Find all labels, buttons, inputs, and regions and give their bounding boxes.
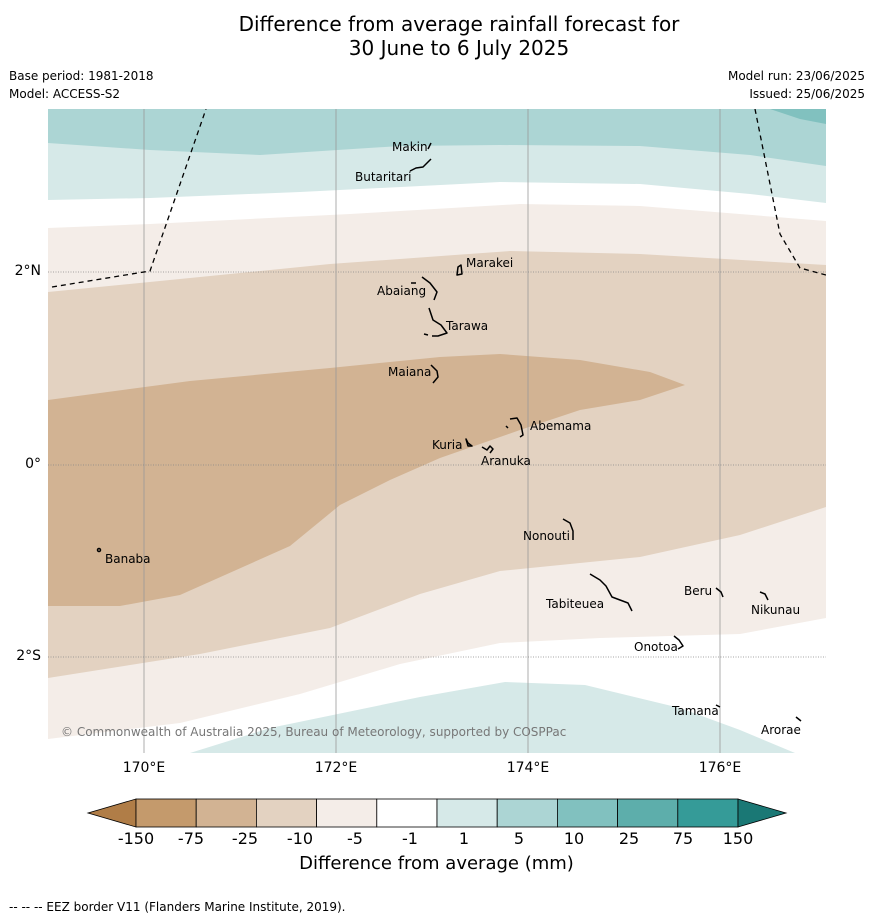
colorbar-title: Difference from average (mm) (299, 853, 574, 874)
island-label-tamana: Tamana (671, 704, 719, 718)
island-shape-onotoa (673, 635, 684, 650)
band-minus5-to-minus10 (48, 251, 826, 678)
island-label-nonouti: Nonouti (523, 529, 570, 543)
colorbar-tick-label: 150 (722, 829, 754, 848)
colorbar-tick-label: 5 (513, 829, 525, 848)
lon-label-174e: 174°E (506, 760, 550, 776)
island-shape-nonouti (562, 518, 574, 540)
eez-footnote: -- -- -- EEZ border V11 (Flanders Marine… (9, 900, 346, 914)
island-label-tabiteuea: Tabiteuea (545, 597, 604, 611)
eez-border-east (754, 109, 826, 276)
meta-right: Model run: 23/06/2025 Issued: 25/06/2025 (728, 67, 865, 103)
island-label-maiana: Maiana (388, 365, 431, 379)
band-1-to-5-south (190, 682, 795, 753)
lat-label-2n: 2°N (14, 263, 41, 279)
island-shape-arorae (795, 716, 802, 722)
island-label-banaba: Banaba (105, 552, 151, 566)
lat-label-0: 0° (25, 456, 41, 472)
base-period-text: Base period: 1981-2018 (9, 69, 154, 83)
island-shape-kuria (465, 438, 473, 447)
colorbar-tick-label: 25 (618, 829, 640, 848)
island-shape-maiana (430, 364, 439, 384)
colorbar-cell (496, 798, 558, 828)
band-5-to-10-north (48, 109, 826, 166)
island-shape-abemama (505, 417, 524, 438)
colorbar-cell (135, 798, 197, 828)
colorbar-cell (677, 798, 739, 828)
colorbar-cell (557, 798, 619, 828)
model-run-text: Model run: 23/06/2025 (727, 69, 865, 83)
colorbar-cells (135, 798, 739, 828)
title-line-1: Difference from average rainfall forecas… (238, 12, 680, 36)
island-shape-nikunau (759, 591, 769, 601)
colorbar-cell (617, 798, 679, 828)
colorbar-tick-label: -75 (177, 829, 205, 848)
island-label-tarawa: Tarawa (445, 319, 488, 333)
colorbar-tick-label: -1 (402, 829, 418, 848)
map-title: Difference from average rainfall forecas… (0, 12, 873, 60)
colorbar-cell (255, 798, 317, 828)
colorbar-tick-label: 75 (672, 829, 694, 848)
band-minus10-to-minus25 (48, 354, 685, 606)
island-shape-marakei (456, 264, 463, 276)
colorbar-tick-label: 10 (563, 829, 585, 848)
colorbar-tick-label: 1 (458, 829, 470, 848)
issued-text: Issued: 25/06/2025 (749, 87, 865, 101)
title-line-2: 30 June to 6 July 2025 (348, 36, 570, 60)
latitude-gridlines (48, 271, 826, 658)
longitude-gridlines (143, 109, 721, 753)
lon-label-172e: 172°E (314, 760, 358, 776)
colorbar-tick-label: -5 (347, 829, 363, 848)
island-label-nikunau: Nikunau (751, 603, 800, 617)
island-labels: Makin Butaritari Marakei Abaiang Tarawa … (105, 140, 801, 737)
colorbar-cell (376, 798, 438, 828)
lon-label-170e: 170°E (122, 760, 166, 776)
island-shape-beru (715, 587, 724, 598)
island-label-aranuka: Aranuka (481, 454, 531, 468)
band-10-to-25-north (770, 109, 826, 124)
island-shape-tabiteuea (589, 573, 633, 612)
island-label-abemama: Abemama (530, 419, 591, 433)
island-shape-banaba (96, 547, 102, 553)
island-label-beru: Beru (684, 584, 712, 598)
copyright-notice: © Commonwealth of Australia 2025, Bureau… (61, 725, 566, 739)
island-shape-tarawa (423, 307, 448, 337)
island-label-marakei: Marakei (466, 256, 513, 270)
colorbar-cell (316, 798, 378, 828)
colorbar-tick-label: -150 (117, 829, 155, 848)
island-shape-makin (427, 142, 432, 150)
island-label-onotoa: Onotoa (634, 640, 678, 654)
eez-borders (51, 109, 826, 288)
model-text: Model: ACCESS-S2 (9, 87, 121, 101)
island-shape-aranuka (481, 445, 494, 454)
island-shape-butaritari (409, 158, 432, 172)
colorbar-cell (195, 798, 257, 828)
colorbar-arrow-left (86, 798, 137, 828)
lon-label-176e: 176°E (698, 760, 742, 776)
island-shape-tamana (715, 704, 721, 708)
colorbar-tick-label: -10 (286, 829, 314, 848)
island-outlines (96, 142, 802, 722)
island-shape-abaiang (411, 276, 438, 301)
island-label-arorae: Arorae (761, 723, 801, 737)
colorbar (86, 798, 788, 828)
island-label-kuria: Kuria (432, 438, 463, 452)
colorbar-cell (436, 798, 498, 828)
eez-border-west (51, 109, 207, 288)
meta-left: Base period: 1981-2018 Model: ACCESS-S2 (9, 67, 154, 103)
lat-label-2s: 2°S (16, 648, 41, 664)
island-label-abaiang: Abaiang (377, 284, 426, 298)
map-area: Makin Butaritari Marakei Abaiang Tarawa … (48, 109, 826, 753)
island-label-makin: Makin (392, 140, 428, 154)
island-label-butaritari: Butaritari (355, 170, 412, 184)
colorbar-tick-label: -25 (231, 829, 259, 848)
colorbar-arrow-right (737, 798, 788, 828)
